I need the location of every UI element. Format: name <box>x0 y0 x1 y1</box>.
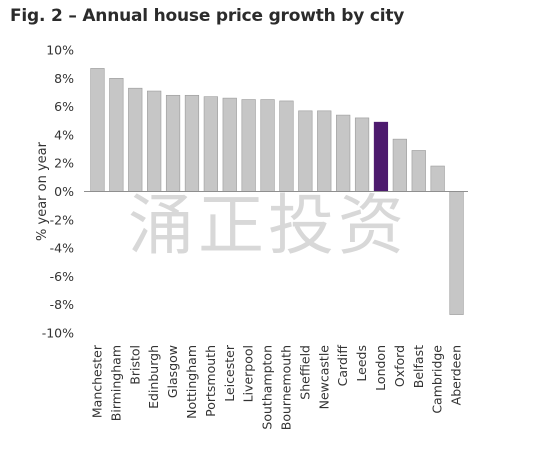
y-tick-label: -2% <box>50 212 74 227</box>
y-tick-label: -8% <box>50 297 74 312</box>
bar-liverpool <box>241 99 256 192</box>
bar-manchester <box>90 68 105 192</box>
x-tick-label: Liverpool <box>241 345 256 402</box>
x-tick-label: Nottingham <box>184 345 199 419</box>
y-tick-label: 2% <box>54 156 74 171</box>
bar-bristol <box>128 87 143 192</box>
x-tick-label: Sheffield <box>297 345 312 400</box>
y-tick-label: 8% <box>54 71 74 86</box>
bar-portsmouth <box>203 96 218 192</box>
bar-leeds <box>354 117 370 192</box>
x-tick-label: London <box>373 345 388 391</box>
bar-cambridge <box>430 165 445 192</box>
y-tick-label: -4% <box>50 241 74 256</box>
x-tick-label: Bournemouth <box>278 345 293 430</box>
bar-newcastle <box>317 110 332 192</box>
y-tick-label: -10% <box>42 326 74 341</box>
bar-glasgow <box>165 94 181 192</box>
x-tick-label: Belfast <box>411 345 426 388</box>
bar-oxford <box>392 138 407 192</box>
x-tick-label: Newcastle <box>316 345 331 410</box>
watermark: 涌正投资 <box>128 187 408 264</box>
bar-sheffield <box>298 110 313 192</box>
y-tick-label: 0% <box>54 184 74 199</box>
x-tick-label: Manchester <box>89 344 104 418</box>
x-tick-label: Oxford <box>392 345 407 387</box>
y-tick-label: 10% <box>46 43 74 58</box>
bar-southampton <box>260 99 275 192</box>
x-tick-label: Leicester <box>222 344 237 402</box>
x-tick-label: Aberdeen <box>449 345 464 405</box>
bar-nottingham <box>184 94 200 192</box>
y-axis-ticks: 10% 8% 6% 4% 2% 0% -2% -4% -6% -8% -10% <box>42 43 74 341</box>
bar-bournemouth <box>279 100 294 192</box>
bar-cardiff <box>336 114 351 192</box>
x-tick-label: Birmingham <box>108 345 123 421</box>
bar-birmingham <box>109 78 124 192</box>
y-tick-label: 6% <box>54 99 74 114</box>
bar-aberdeen <box>449 191 464 315</box>
y-tick-label: 4% <box>54 127 74 142</box>
y-axis-label: % year on year <box>35 141 50 241</box>
x-tick-label: Cambridge <box>430 345 445 414</box>
y-tick-label: -6% <box>50 269 74 284</box>
x-tick-label: Leeds <box>354 345 369 382</box>
x-tick-label: Edinburgh <box>146 345 161 409</box>
chart-title: Fig. 2 – Annual house price growth by ci… <box>10 6 405 26</box>
x-tick-label: Cardiff <box>335 345 350 387</box>
x-tick-label: Bristol <box>127 345 142 385</box>
x-tick-label: Southampton <box>260 345 275 430</box>
bar-belfast <box>411 150 426 192</box>
bar-london <box>373 121 389 192</box>
bar-leicester <box>222 97 237 192</box>
x-tick-label: Glasgow <box>165 345 180 398</box>
x-tick-label: Portsmouth <box>203 345 218 417</box>
x-axis-labels: Manchester Birmingham Bristol Edinburgh Glas… <box>89 344 463 430</box>
bar-edinburgh <box>147 90 162 192</box>
